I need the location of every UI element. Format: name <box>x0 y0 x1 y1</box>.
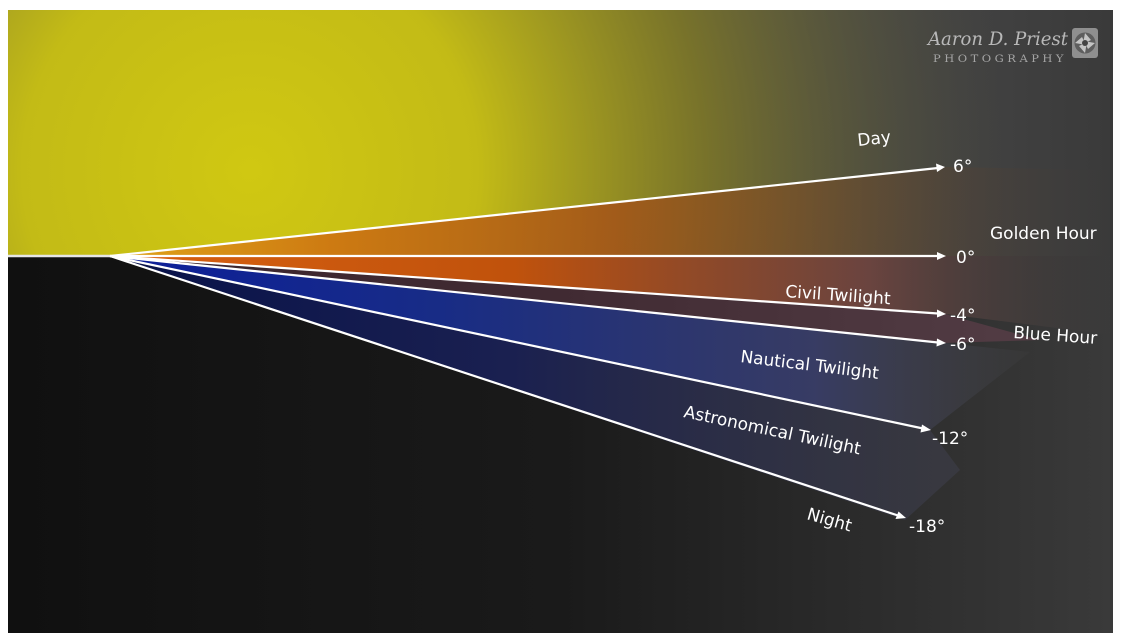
angle-label-minus-18: -18° <box>909 517 945 537</box>
ray-minus-12-arrowhead <box>920 424 931 433</box>
angle-label-0: 0° <box>956 248 975 268</box>
angle-label-minus-6: -6° <box>950 335 975 355</box>
angle-label-minus-12: -12° <box>932 429 968 449</box>
ray-minus-18-degrees <box>109 254 899 517</box>
angle-label-minus-4: -4° <box>950 306 975 326</box>
ray-6-arrowhead <box>936 163 945 172</box>
zone-label-day: Day <box>856 128 891 151</box>
ray-minus-6-degrees <box>109 254 939 344</box>
astronomical-twilight-band <box>110 256 960 520</box>
angle-label-6: 6° <box>953 157 972 177</box>
golden-hour-lower-band <box>110 256 1113 335</box>
nautical-twilight-band <box>110 256 1030 430</box>
ray-0-arrowhead <box>937 252 946 260</box>
zone-label-golden-hour: Golden Hour <box>990 224 1097 244</box>
ray-minus-4-arrowhead <box>937 309 946 318</box>
watermark-name: Aaron D. Priest <box>926 28 1068 50</box>
angle-rays <box>109 163 946 519</box>
golden-hour-upper-band <box>110 167 1113 256</box>
watermark-subtitle: PHOTOGRAPHY <box>933 53 1067 65</box>
ray-minus-6-arrowhead <box>936 338 946 347</box>
ray-minus-12-degrees <box>109 254 924 430</box>
ray-minus-18-arrowhead <box>895 511 906 519</box>
aperture-icon <box>1072 28 1098 58</box>
ray-minus-4-degrees <box>109 254 939 315</box>
blue-hour-band <box>110 256 1040 343</box>
ray-6-degrees <box>109 166 939 258</box>
watermark-logo: Aaron D. Priest PHOTOGRAPHY <box>926 28 1098 65</box>
